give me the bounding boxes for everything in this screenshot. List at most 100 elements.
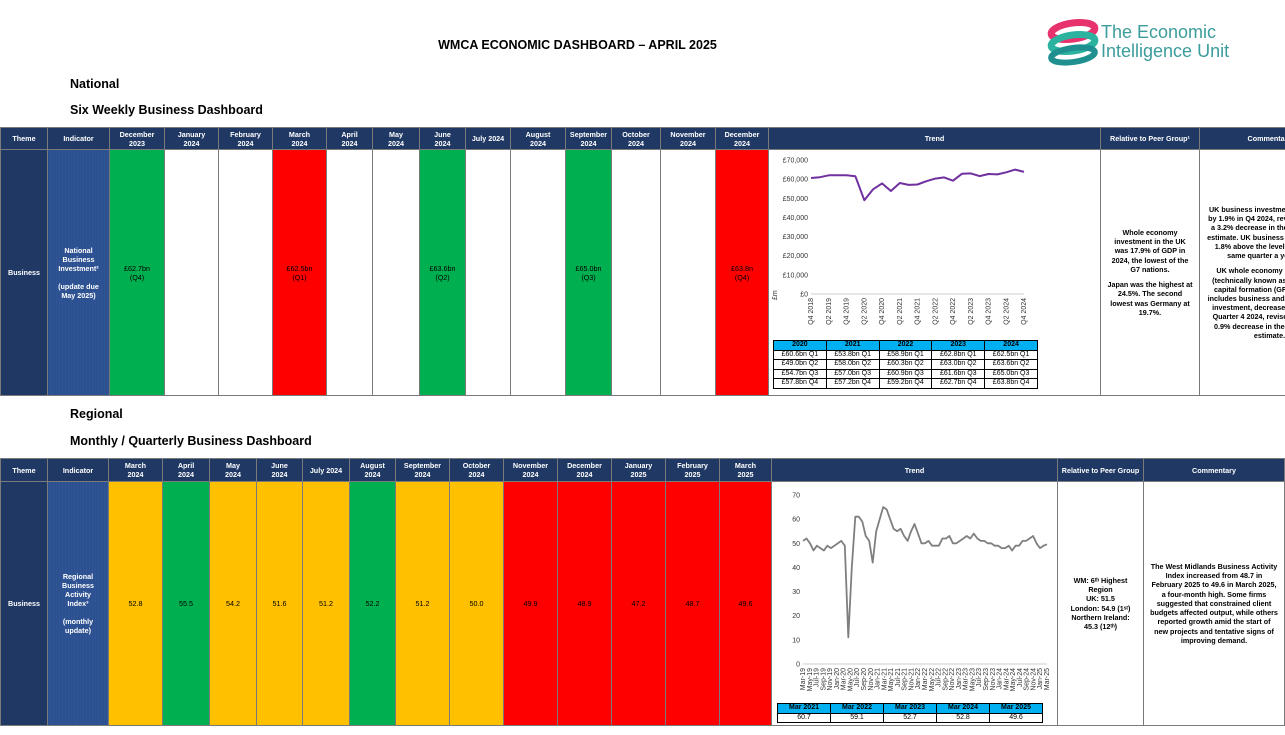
theme-cell: Business bbox=[0, 481, 48, 726]
peer-text: Region bbox=[1088, 585, 1113, 595]
header-month: January 2025 bbox=[611, 458, 666, 482]
header-month: June 2024 bbox=[419, 127, 466, 150]
national-dashboard-label: Six Weekly Business Dashboard bbox=[70, 103, 263, 117]
quarter-cell: £57.8bn Q4 bbox=[773, 378, 827, 389]
x-tick-label: Jul-19 bbox=[814, 668, 821, 687]
x-tick-label: Nov-23 bbox=[990, 668, 997, 691]
x-tick-label: Sep-22 bbox=[942, 668, 949, 691]
header-month: March 2024 bbox=[272, 127, 327, 150]
status-cell bbox=[510, 149, 566, 396]
x-tick-label: May-19 bbox=[807, 668, 814, 691]
march-year-header: Mar 2021 bbox=[777, 703, 831, 714]
x-tick-label: Q2 2022 bbox=[932, 298, 939, 325]
header-month: July 2024 bbox=[302, 458, 350, 482]
x-tick-label: Q4 2022 bbox=[950, 298, 957, 325]
status-cell: 48.9 bbox=[557, 481, 612, 726]
quarter-cell: £60.3bn Q2 bbox=[878, 359, 933, 370]
header-month: December 2023 bbox=[109, 127, 165, 150]
status-cell: £62.5bn (Q1) bbox=[272, 149, 327, 396]
header-month: November 2024 bbox=[660, 127, 716, 150]
march-year-header: Mar 2023 bbox=[883, 703, 937, 714]
header-month: February 2025 bbox=[665, 458, 720, 482]
x-tick-label: Mar-24 bbox=[1003, 668, 1010, 690]
x-tick-label: Sep-21 bbox=[902, 668, 909, 691]
quarter-cell: £58.9bn Q1 bbox=[878, 349, 933, 360]
header-month: July 2024 bbox=[465, 127, 511, 150]
quarter-cell: £65.0bn Q3 bbox=[984, 368, 1038, 379]
commentary-text: UK business investment decreased by 1.9%… bbox=[1207, 205, 1285, 261]
header-month: January 2024 bbox=[164, 127, 219, 150]
x-tick-label: Jan-21 bbox=[875, 668, 882, 690]
x-tick-label: Jan-23 bbox=[956, 668, 963, 690]
peer-text: WM: 6ᵗʰ Highest bbox=[1073, 575, 1128, 585]
peer-text: UK: 51.5 bbox=[1086, 594, 1115, 604]
x-tick-label: May-24 bbox=[1010, 668, 1017, 691]
header-month: June 2024 bbox=[256, 458, 303, 482]
status-cell bbox=[611, 149, 661, 396]
status-cell bbox=[164, 149, 219, 396]
x-tick-label: Nov-22 bbox=[949, 668, 956, 691]
header-trend: Trend bbox=[768, 127, 1101, 150]
x-tick-label: May-22 bbox=[929, 668, 936, 691]
x-tick-label: May-20 bbox=[847, 668, 854, 691]
x-tick-label: Q2 2019 bbox=[826, 298, 833, 325]
theme-cell: Business bbox=[0, 149, 48, 396]
x-tick-label: Q2 2024 bbox=[1003, 298, 1010, 325]
x-tick-label: Sep-23 bbox=[983, 668, 990, 691]
x-tick-label: Jan-20 bbox=[834, 668, 841, 690]
march-year-header: Mar 2025 bbox=[989, 703, 1043, 714]
header-month: August 2024 bbox=[510, 127, 566, 150]
x-tick-label: Jul-21 bbox=[895, 668, 902, 687]
header-month: October 2024 bbox=[611, 127, 661, 150]
march-value-cell: 52.8 bbox=[936, 712, 990, 723]
x-tick-label: Q4 2024 bbox=[1021, 298, 1028, 325]
x-tick-label: Jan-22 bbox=[915, 668, 922, 690]
indicator-cell: Regional Business Activity Index³ (monthly up… bbox=[47, 481, 109, 726]
y-tick-label: 40 bbox=[792, 565, 800, 572]
series-line bbox=[810, 168, 1025, 202]
logo-mark-icon bbox=[1047, 19, 1099, 66]
regional-dashboard-label: Monthly / Quarterly Business Dashboard bbox=[70, 434, 312, 448]
quarter-cell: £59.2bn Q4 bbox=[878, 378, 933, 389]
header-month: April 2024 bbox=[162, 458, 210, 482]
y-tick-label: £10,000 bbox=[783, 272, 808, 279]
status-cell: £63.6bn (Q2) bbox=[419, 149, 466, 396]
y-tick-label: £30,000 bbox=[783, 234, 808, 241]
quarter-cell: £63.8bn Q4 bbox=[984, 378, 1038, 389]
logo-line-2: Intelligence Unit bbox=[1101, 41, 1230, 61]
header-month: December 2024 bbox=[557, 458, 612, 482]
x-tick-label: Mar-20 bbox=[841, 668, 848, 690]
peer-text: Northern Ireland: bbox=[1071, 612, 1130, 622]
x-tick-label: Q4 2021 bbox=[915, 298, 922, 325]
quarter-cell: £58.0bn Q2 bbox=[825, 359, 880, 370]
quarter-cell: £62.8bn Q1 bbox=[931, 349, 986, 360]
x-tick-label: Q4 2020 bbox=[879, 298, 886, 325]
quarter-cell: £57.2bn Q4 bbox=[825, 378, 880, 389]
quarter-cell: £53.8bn Q1 bbox=[825, 349, 880, 360]
status-cell bbox=[465, 149, 511, 396]
status-cell bbox=[660, 149, 716, 396]
status-cell bbox=[218, 149, 273, 396]
x-tick-label: Q2 2023 bbox=[968, 298, 975, 325]
regional-dashboard-table: Theme Indicator March 2024 April 2024 May 2… bbox=[0, 458, 1285, 726]
status-cell: 47.2 bbox=[611, 481, 666, 726]
x-tick-label: Nov-21 bbox=[908, 668, 915, 691]
x-tick-label: Q4 2023 bbox=[986, 298, 993, 325]
header-theme: Theme bbox=[0, 127, 48, 150]
x-tick-label: Jul-20 bbox=[854, 668, 861, 687]
x-tick-label: May-21 bbox=[888, 668, 895, 691]
x-tick-label: Mar-19 bbox=[800, 668, 807, 690]
header-trend: Trend bbox=[771, 458, 1058, 482]
x-tick-label: Mar-22 bbox=[922, 668, 929, 690]
status-cell: 48.7 bbox=[665, 481, 720, 726]
status-cell: 52.2 bbox=[349, 481, 396, 726]
header-peer: Relative to Peer Group bbox=[1057, 458, 1144, 482]
header-month: December 2024 bbox=[715, 127, 769, 150]
header-commentary: Commentary bbox=[1199, 127, 1285, 150]
header-month: September 2024 bbox=[565, 127, 612, 150]
quarter-cell: £62.7bn Q4 bbox=[931, 378, 986, 389]
y-tick-label: 50 bbox=[792, 541, 800, 548]
peer-group-cell: WM: 6ᵗʰ Highest Region UK: 51.5 London: … bbox=[1057, 481, 1144, 726]
quarter-year-header: 2023 bbox=[931, 340, 986, 351]
